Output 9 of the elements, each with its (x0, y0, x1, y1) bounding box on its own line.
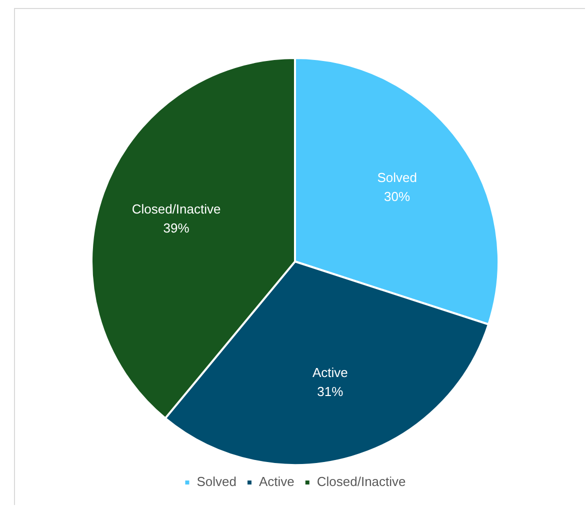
slice-label: Active (312, 365, 348, 380)
legend-label: Closed/Inactive (316, 474, 406, 490)
data-label: 31% (317, 384, 344, 400)
legend-label: Solved (196, 474, 236, 490)
data-label: 39% (163, 220, 190, 236)
slice-label: Solved (377, 170, 417, 185)
data-label: 30% (384, 188, 411, 204)
legend-label: Active (258, 474, 294, 490)
slice-label: Closed/Inactive (132, 201, 221, 216)
